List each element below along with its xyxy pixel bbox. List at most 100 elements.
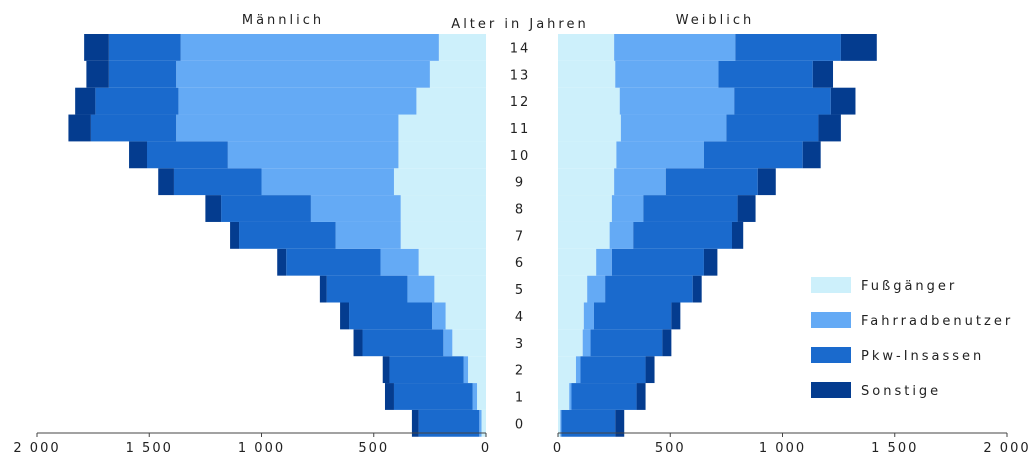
age-label: 7 <box>515 229 525 244</box>
bar-male-age-12-series-1 <box>178 87 417 115</box>
bar-female-age-6-series-3 <box>703 248 718 276</box>
bar-male-age-10-series-2 <box>147 141 228 169</box>
female-axis-tick-label: 500 <box>655 441 686 456</box>
bar-female-age-8-series-2 <box>643 195 738 222</box>
age-label: 14 <box>510 41 531 56</box>
bar-female-age-11-series-3 <box>818 114 841 142</box>
bar-female-age-13-series-0 <box>558 60 616 88</box>
bar-female-age-5-series-2 <box>605 275 693 303</box>
bar-female-age-2-series-2 <box>580 356 646 384</box>
male-axis-tick-label: 1 000 <box>238 441 285 456</box>
bar-male-age-6-series-3 <box>277 248 287 276</box>
male-axis-tick-label: 2 000 <box>13 441 60 456</box>
bar-female-age-10-series-0 <box>558 141 617 169</box>
age-axis-title: Alter in Jahren <box>451 17 588 32</box>
bar-male-age-2-series-0 <box>468 356 486 384</box>
bar-male-age-2-series-2 <box>389 356 464 384</box>
bar-male-age-8-series-1 <box>310 195 401 222</box>
bar-male-age-5-series-3 <box>319 275 327 303</box>
bar-female-age-14-series-2 <box>735 34 841 61</box>
bar-female-age-0-series-2 <box>561 409 616 437</box>
bar-female-age-0-series-1 <box>560 409 562 437</box>
legend-label: Fußgänger <box>861 279 957 294</box>
bar-male-age-14-series-3 <box>84 34 109 61</box>
bar-female-age-13-series-3 <box>812 60 834 88</box>
bar-female-age-5-series-3 <box>692 275 702 303</box>
bar-female-age-8-series-0 <box>558 195 612 222</box>
bar-female-age-4-series-3 <box>671 302 681 330</box>
age-label: 1 <box>515 390 525 405</box>
age-label: 0 <box>515 417 525 432</box>
bar-male-age-3-series-0 <box>452 329 486 357</box>
bar-male-age-10-series-1 <box>227 141 399 169</box>
legend-swatch <box>811 277 851 293</box>
legend-label: Fahrradbenutzer <box>861 314 1013 329</box>
bar-male-age-4-series-2 <box>349 302 433 330</box>
bar-female-age-4-series-2 <box>593 302 672 330</box>
bar-female-age-3-series-2 <box>590 329 663 357</box>
bar-female-age-7-series-2 <box>633 221 732 249</box>
bar-male-age-7-series-1 <box>335 221 401 249</box>
bar-female-age-4-series-0 <box>558 302 584 330</box>
bar-female-age-14-series-1 <box>614 34 736 61</box>
bar-female-age-10-series-2 <box>703 141 803 169</box>
bar-male-age-14-series-0 <box>438 34 487 61</box>
bar-female-age-10-series-1 <box>616 141 704 169</box>
age-label: 13 <box>510 68 531 83</box>
bar-male-age-11-series-3 <box>68 114 91 142</box>
bar-male-age-10-series-0 <box>398 141 486 169</box>
male-axis-tick-label: 1 500 <box>126 441 173 456</box>
age-label: 6 <box>515 256 525 271</box>
bar-male-age-13-series-1 <box>176 60 430 88</box>
bar-female-age-3-series-1 <box>582 329 591 357</box>
bar-female-age-2-series-3 <box>645 356 655 384</box>
bar-female-age-9-series-1 <box>614 168 666 196</box>
age-label: 3 <box>515 337 525 352</box>
bar-male-age-3-series-2 <box>362 329 444 357</box>
bar-female-age-12-series-3 <box>830 87 856 115</box>
legend-label: Pkw-Insassen <box>861 349 984 364</box>
bar-male-age-3-series-3 <box>353 329 363 357</box>
bar-female-age-6-series-2 <box>611 248 704 276</box>
left-chart-title: Männlich <box>242 13 324 28</box>
female-bars <box>558 34 877 437</box>
bar-female-age-4-series-1 <box>583 302 594 330</box>
male-x-axis: 2 000 1 500 1 000 500 0 <box>13 432 491 456</box>
bar-female-age-9-series-2 <box>665 168 758 196</box>
bar-male-age-1-series-3 <box>384 383 394 410</box>
bar-female-age-1-series-2 <box>571 383 637 410</box>
bar-male-age-0-series-1 <box>479 409 482 437</box>
male-axis-tick-label: 0 <box>481 441 491 456</box>
bar-female-age-11-series-0 <box>558 114 621 142</box>
bar-male-age-11-series-1 <box>176 114 399 142</box>
bar-female-age-14-series-3 <box>840 34 877 61</box>
bar-female-age-13-series-1 <box>615 60 719 88</box>
bar-female-age-12-series-0 <box>558 87 620 115</box>
bar-female-age-13-series-2 <box>718 60 813 88</box>
legend-swatch <box>811 382 851 398</box>
female-axis-tick-label: 0 <box>553 441 563 456</box>
female-x-axis: 0 500 1 000 1 500 2 000 <box>553 432 1029 456</box>
age-label: 8 <box>515 203 525 218</box>
age-label: 11 <box>510 122 531 137</box>
male-axis-tick-label: 500 <box>358 441 389 456</box>
bar-male-age-4-series-1 <box>432 302 446 330</box>
bar-female-age-12-series-2 <box>734 87 831 115</box>
bar-male-age-9-series-2 <box>173 168 262 196</box>
bar-female-age-11-series-2 <box>726 114 819 142</box>
bar-male-age-3-series-1 <box>443 329 453 357</box>
bar-male-age-14-series-1 <box>180 34 439 61</box>
bar-female-age-3-series-0 <box>558 329 583 357</box>
bar-male-age-4-series-3 <box>340 302 350 330</box>
bar-male-age-10-series-3 <box>129 141 148 169</box>
bar-male-age-6-series-0 <box>418 248 486 276</box>
legend: Fußgänger Fahrradbenutzer Pkw-Insassen Sons… <box>811 277 1013 399</box>
bar-male-age-13-series-3 <box>86 60 109 88</box>
bar-female-age-5-series-1 <box>587 275 606 303</box>
bar-female-age-3-series-3 <box>662 329 672 357</box>
bar-male-age-6-series-2 <box>286 248 381 276</box>
bar-male-age-1-series-1 <box>472 383 478 410</box>
bar-female-age-14-series-0 <box>558 34 615 61</box>
